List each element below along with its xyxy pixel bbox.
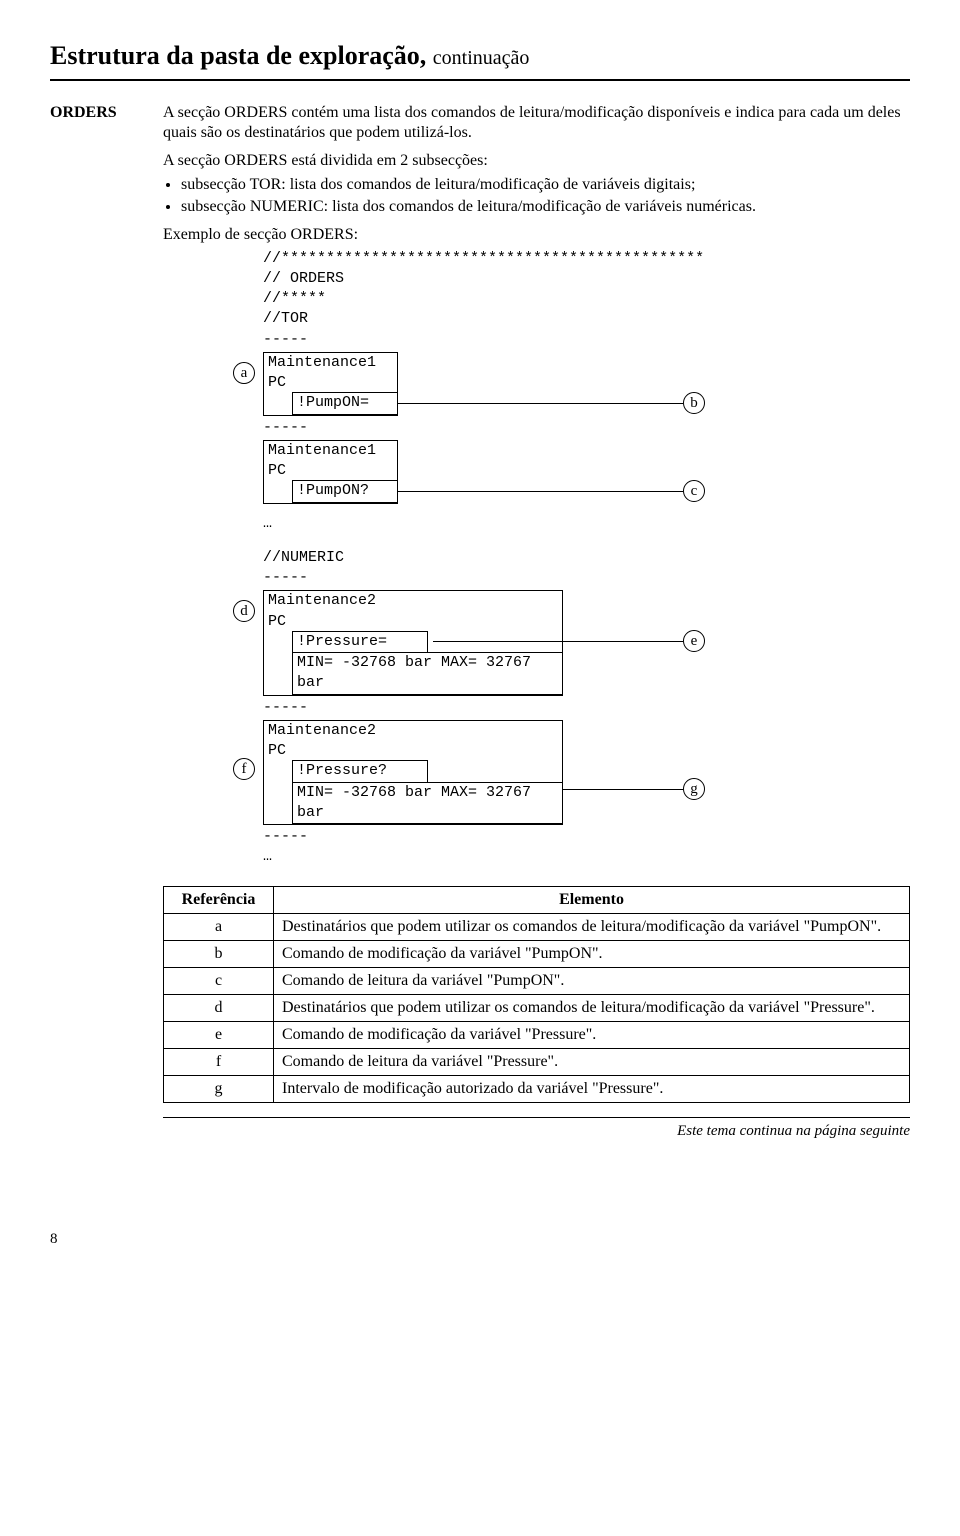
code-tor: //TOR	[263, 309, 910, 329]
table-row: eComando de modificação da variável "Pre…	[164, 1021, 910, 1048]
group-box-c: Maintenance1 PC !PumpON?	[263, 440, 398, 504]
maint2-f: Maintenance2	[268, 722, 376, 739]
pc-c: PC	[268, 462, 286, 479]
table-row: gIntervalo de modificação autorizado da …	[164, 1075, 910, 1102]
ref-b: b	[683, 392, 705, 414]
example-title: Exemplo de secção ORDERS:	[163, 225, 910, 245]
cell-ref: d	[164, 994, 274, 1021]
pc-d: PC	[268, 613, 286, 630]
inner-pumpon-eq: !PumpON=	[292, 392, 398, 414]
cell-ref: f	[164, 1048, 274, 1075]
bullet-tor: subsecção TOR: lista dos comandos de lei…	[181, 175, 910, 195]
cell-elem: Comando de leitura da variável "Pressure…	[274, 1048, 910, 1075]
code-dashes-3: -----	[263, 568, 910, 588]
code-dashes-5: -----	[263, 827, 910, 847]
orders-section: ORDERS A secção ORDERS contém uma lista …	[50, 103, 910, 1141]
page-number: 8	[50, 1230, 910, 1249]
group-box-a: Maintenance1 PC !PumpON=	[263, 352, 398, 416]
maint1-a: Maintenance1	[268, 354, 376, 371]
cell-ref: e	[164, 1021, 274, 1048]
cell-ref: c	[164, 967, 274, 994]
ref-c: c	[683, 480, 705, 502]
title-continuation: continuação	[433, 47, 530, 69]
code-orders: // ORDERS	[263, 269, 910, 289]
page-title: Estrutura da pasta de exploração, contin…	[50, 40, 910, 73]
cell-elem: Destinatários que podem utilizar os coma…	[274, 913, 910, 940]
ref-a: a	[233, 362, 255, 384]
table-header-row: Referência Elemento	[164, 886, 910, 913]
cell-elem: Comando de modificação da variável "Pres…	[274, 1021, 910, 1048]
maint2-d: Maintenance2	[268, 592, 376, 609]
inner-minmax-1: MIN= -32768 bar MAX= 32767 bar	[292, 652, 563, 695]
cell-elem: Destinatários que podem utilizar os coma…	[274, 994, 910, 1021]
ref-d: d	[233, 600, 255, 622]
cell-ref: g	[164, 1075, 274, 1102]
code-dashes-2: -----	[263, 418, 910, 438]
cluster-a: a Maintenance1 PC !PumpON= b	[263, 352, 910, 416]
lead-b	[398, 403, 683, 404]
intro-paragraph: A secção ORDERS contém uma lista dos com…	[163, 103, 910, 143]
code-stars: //**************************************…	[263, 249, 910, 269]
code-ellipsis-2: …	[263, 847, 910, 867]
maint1-c: Maintenance1	[268, 442, 376, 459]
pc-a: PC	[268, 374, 286, 391]
code-numeric: //NUMERIC	[263, 548, 910, 568]
code-dashes-4: -----	[263, 698, 910, 718]
continuation-note: Este tema continua na página seguinte	[163, 1122, 910, 1141]
example-label-text: Exemplo de secção ORDERS:	[163, 226, 358, 243]
cell-ref: b	[164, 940, 274, 967]
title-rule	[50, 79, 910, 81]
th-elem: Elemento	[274, 886, 910, 913]
pc-f: PC	[268, 742, 286, 759]
bottom-rule	[163, 1117, 910, 1118]
orders-diagram: //**************************************…	[173, 249, 910, 868]
cell-ref: a	[164, 913, 274, 940]
bullet-numeric: subsecção NUMERIC: lista dos comandos de…	[181, 197, 910, 217]
code-stars2: //*****	[263, 289, 910, 309]
inner-minmax-2: MIN= -32768 bar MAX= 32767 bar	[292, 782, 563, 825]
section-label: ORDERS	[50, 103, 135, 1141]
ref-f: f	[233, 758, 255, 780]
code-dashes-1: -----	[263, 330, 910, 350]
subsection-intro: A secção ORDERS está dividida em 2 subse…	[163, 151, 910, 171]
section-body: A secção ORDERS contém uma lista dos com…	[163, 103, 910, 1141]
inner-pressure-q: !Pressure?	[292, 760, 428, 782]
ref-e: e	[683, 630, 705, 652]
group-box-d: Maintenance2 PC !Pressure= MIN= -32768 b…	[263, 590, 563, 695]
cell-elem: Comando de modificação da variável "Pump…	[274, 940, 910, 967]
cluster-d: d Maintenance2 PC !Pressure= MIN= -32768…	[263, 590, 910, 695]
table-row: fComando de leitura da variável "Pressur…	[164, 1048, 910, 1075]
inner-pressure-eq: !Pressure=	[292, 631, 428, 653]
ref-g: g	[683, 778, 705, 800]
lead-e	[433, 641, 683, 642]
group-box-f: Maintenance2 PC !Pressure? MIN= -32768 b…	[263, 720, 563, 825]
th-ref: Referência	[164, 886, 274, 913]
cell-elem: Intervalo de modificação autorizado da v…	[274, 1075, 910, 1102]
cell-elem: Comando de leitura da variável "PumpON".	[274, 967, 910, 994]
code-ellipsis-1: …	[263, 514, 910, 534]
lead-c	[398, 491, 683, 492]
table-row: bComando de modificação da variável "Pum…	[164, 940, 910, 967]
cluster-c: Maintenance1 PC !PumpON? c	[263, 440, 910, 504]
lead-g	[563, 789, 683, 790]
subsection-list: subsecção TOR: lista dos comandos de lei…	[163, 175, 910, 217]
table-row: dDestinatários que podem utilizar os com…	[164, 994, 910, 1021]
reference-table: Referência Elemento aDestinatários que p…	[163, 886, 910, 1103]
title-main: Estrutura da pasta de exploração,	[50, 41, 426, 70]
inner-pumpon-q: !PumpON?	[292, 480, 398, 502]
table-row: cComando de leitura da variável "PumpON"…	[164, 967, 910, 994]
cluster-f: f Maintenance2 PC !Pressure? MIN= -32768…	[263, 720, 910, 825]
table-row: aDestinatários que podem utilizar os com…	[164, 913, 910, 940]
